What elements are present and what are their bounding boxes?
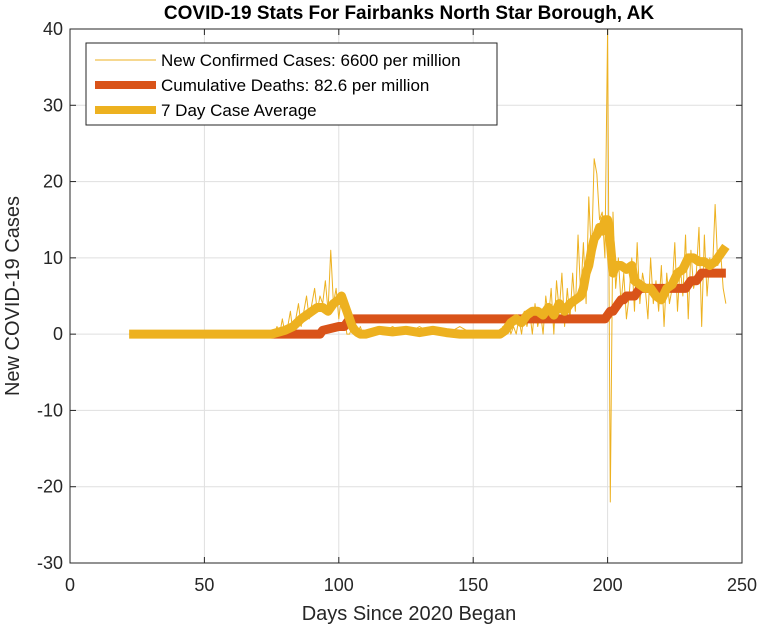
y-tick-label: 0	[53, 324, 63, 344]
x-tick-label: 250	[727, 575, 757, 595]
x-tick-label: 200	[593, 575, 623, 595]
y-tick-label: -10	[37, 400, 63, 420]
y-tick-label: 40	[43, 19, 63, 39]
y-axis-title: New COVID-19 Cases	[2, 196, 24, 396]
y-tick-label: 30	[43, 95, 63, 115]
y-tick-label: 10	[43, 248, 63, 268]
x-tick-label: 150	[458, 575, 488, 595]
cumulative-deaths-line	[271, 268, 726, 339]
legend: New Confirmed Cases: 6600 per million Cu…	[85, 42, 498, 126]
y-tick-label: 20	[43, 172, 63, 192]
x-tick-label: 0	[65, 575, 75, 595]
legend-label-new-cases: New Confirmed Cases: 6600 per million	[161, 51, 461, 70]
axis-ticks: 0 50 100 150 200 250 -30 -20 -10 0 10 20 30 40	[37, 19, 757, 595]
plot-frame	[69, 28, 743, 564]
y-tick-label: -20	[37, 477, 63, 497]
x-tick-label: 50	[194, 575, 214, 595]
legend-label-deaths: Cumulative Deaths: 82.6 per million	[161, 76, 429, 95]
x-axis-title: Days Since 2020 Began	[302, 603, 517, 625]
legend-label-7day-avg: 7 Day Case Average	[161, 101, 317, 120]
series-layer	[129, 28, 730, 503]
seven-day-average-line	[129, 215, 730, 339]
chart-title: COVID-19 Stats For Fairbanks North Star …	[164, 3, 654, 24]
x-tick-label: 100	[324, 575, 354, 595]
y-tick-label: -30	[37, 553, 63, 573]
